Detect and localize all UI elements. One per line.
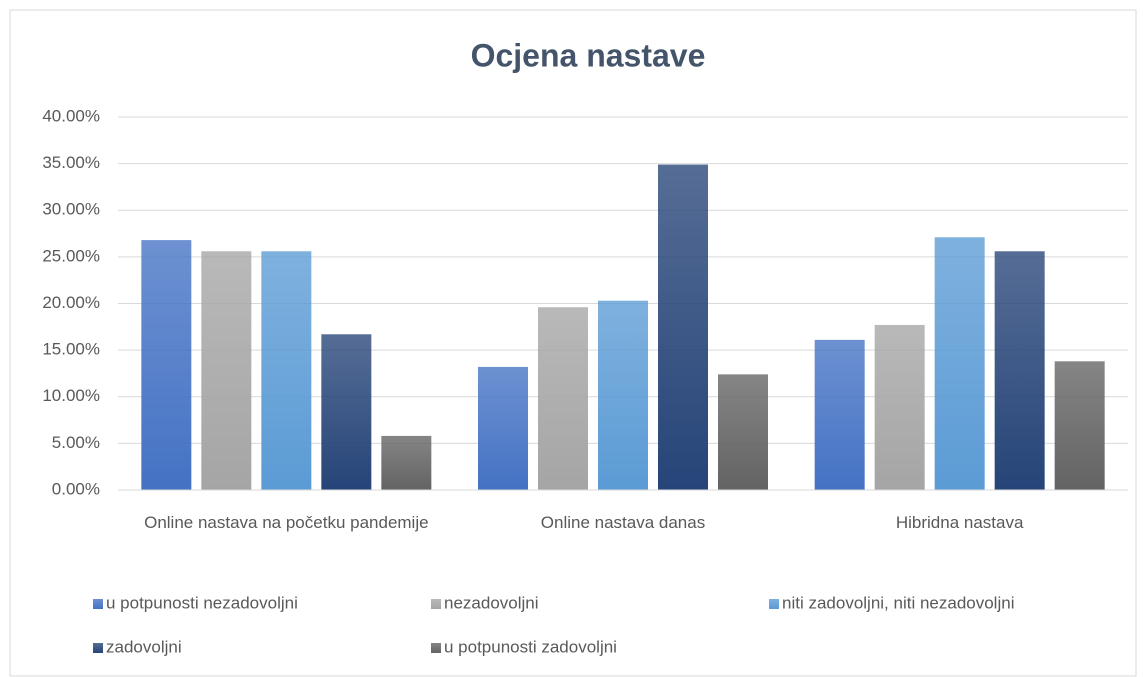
bar: [141, 240, 192, 490]
bar: [321, 334, 372, 490]
bar: [261, 251, 312, 490]
legend-swatch: [769, 599, 779, 609]
legend-swatch: [431, 599, 441, 609]
y-tick-label: 25.00%: [42, 246, 100, 265]
bar: [538, 307, 588, 490]
y-tick-label: 10.00%: [42, 386, 100, 405]
bar: [201, 251, 252, 490]
legend-swatch: [431, 643, 441, 653]
bar: [718, 374, 768, 490]
bar: [814, 339, 865, 490]
y-tick-label: 0.00%: [52, 479, 100, 498]
bar: [934, 237, 985, 490]
y-tick-label: 30.00%: [42, 200, 100, 219]
legend-label: zadovoljni: [106, 637, 182, 656]
x-tick-label: Hibridna nastava: [895, 513, 1024, 532]
bar: [381, 435, 432, 490]
bar: [598, 300, 648, 490]
legend-label: u potpunosti nezadovoljni: [106, 593, 298, 612]
y-tick-label: 40.00%: [42, 106, 100, 125]
x-tick-label: Online nastava danas: [540, 513, 706, 532]
legend-label: niti zadovoljni, niti nezadovoljni: [782, 593, 1014, 612]
legend-label: nezadovoljni: [444, 593, 539, 612]
chart-title: Ocjena nastave: [471, 37, 706, 73]
bar: [994, 251, 1045, 490]
y-tick-label: 5.00%: [52, 433, 100, 452]
x-tick-label: Online nastava na početku pandemije: [144, 513, 429, 532]
legend-swatch: [93, 643, 103, 653]
y-tick-label: 35.00%: [42, 153, 100, 172]
bar: [658, 164, 708, 490]
legend-swatch: [93, 599, 103, 609]
legend-label: u potpunosti zadovoljni: [444, 637, 617, 656]
y-tick-label: 20.00%: [42, 293, 100, 312]
bar: [478, 366, 528, 490]
bar: [1054, 361, 1105, 490]
y-tick-label: 15.00%: [42, 340, 100, 359]
bar: [874, 324, 925, 490]
